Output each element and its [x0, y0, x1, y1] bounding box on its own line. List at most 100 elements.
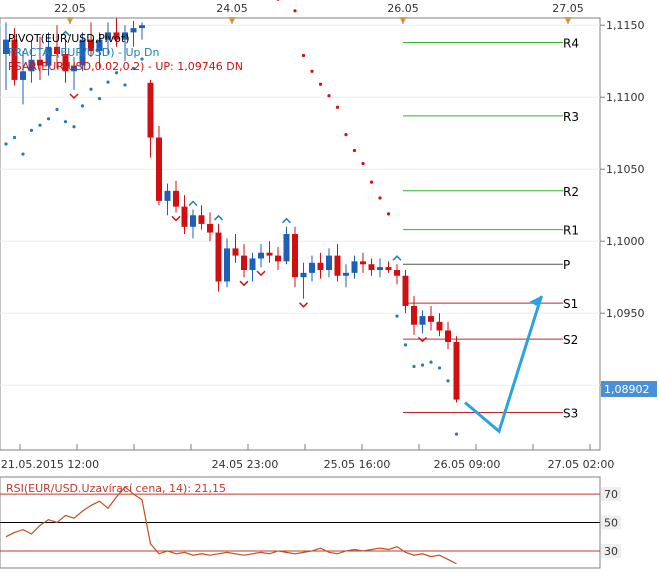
psar-dot	[412, 364, 416, 369]
candle-up	[96, 39, 103, 52]
y-tick-label: 1,1000	[606, 235, 645, 248]
psar-dot	[72, 125, 76, 129]
fractal-up-marker	[392, 255, 402, 261]
top-date-label: 26.05	[387, 2, 419, 15]
bottom-date-label: 25.05 16:00	[324, 458, 391, 471]
candle-down	[411, 306, 417, 325]
rsi-level-label: 30	[604, 545, 618, 558]
psar-dot	[46, 117, 51, 121]
pivot-label-r4: R4	[563, 36, 579, 50]
psar-dot	[276, 0, 280, 1]
bottom-date-label: 27.05 02:00	[548, 458, 615, 471]
psar-dot	[29, 128, 34, 132]
legend-fractal: FRACTAL(EUR/USD) - Up Dn	[8, 46, 159, 59]
fractal-up-marker	[188, 200, 198, 207]
y-tick-label: 1,1050	[606, 163, 645, 176]
candle-up	[377, 267, 383, 270]
psar-dot	[429, 360, 433, 364]
bottom-date-axis: 21.05.2015 12:00 24.05 23:00 25.05 16:00 26…	[1, 444, 614, 471]
rsi-level-badge	[601, 515, 621, 530]
pivot-label-s1: S1	[563, 297, 578, 311]
pivot-label-p: P	[563, 258, 570, 272]
candle-down	[360, 261, 366, 265]
psar-dot	[63, 120, 68, 124]
candle-up	[300, 272, 307, 278]
candle-up	[351, 261, 358, 273]
candle-up	[28, 59, 35, 72]
pivot-label-r2: R2	[563, 185, 579, 199]
candle-down	[334, 255, 341, 276]
candle-up	[190, 215, 196, 227]
candle-up	[249, 258, 256, 270]
price-plot-area	[0, 17, 601, 451]
fractal-dn-marker	[239, 280, 249, 287]
psar-dot	[395, 314, 399, 318]
candle-up	[224, 248, 230, 282]
candle-down	[275, 255, 281, 262]
candle-up	[309, 262, 315, 273]
current-price-badge	[601, 381, 657, 397]
candle-down	[241, 255, 247, 270]
psar-dot	[344, 133, 348, 137]
rsi-level-label: 70	[604, 488, 618, 501]
psar-dot	[386, 212, 391, 216]
psar-dot	[420, 363, 425, 367]
fractal-dn-marker	[256, 270, 266, 277]
candle-down	[436, 321, 443, 331]
candle-up	[283, 234, 290, 262]
candle-down	[266, 252, 273, 256]
rsi-level-label: 50	[604, 517, 618, 530]
psar-dot	[335, 105, 340, 109]
legend-pivot: PIVOT(EUR/USD,Pivot)	[8, 32, 130, 45]
psar-dot	[80, 104, 85, 108]
grid	[0, 24, 600, 386]
y-tick-label: 1,1100	[606, 91, 645, 104]
candle-up	[45, 46, 52, 66]
psar-dot	[446, 379, 450, 383]
pivot-label-s2: S2	[563, 333, 578, 347]
candle-down	[198, 215, 205, 224]
legend-psar: PSAR(EUR/USD,0.02,0.2) - UP: 1,09746 DN	[8, 60, 243, 73]
candle-down	[394, 270, 400, 276]
candle-up	[139, 25, 145, 29]
candle-down	[88, 39, 94, 52]
psar-dot	[378, 196, 382, 200]
candle-up	[130, 28, 137, 33]
psar-dot	[310, 69, 314, 73]
forecast-line	[464, 295, 543, 434]
candle-down	[147, 82, 154, 138]
psar-dot	[293, 9, 297, 13]
psar-dot	[21, 152, 25, 156]
candle-down	[428, 316, 434, 322]
rsi-level-badge	[601, 487, 621, 502]
candles	[3, 18, 460, 403]
psar-dot	[369, 180, 374, 184]
top-date-label: 27.05	[552, 2, 584, 15]
psar-dot	[38, 123, 42, 127]
rsi-title: RSI(EUR/USD.Uzavírací cena, 14): 21,15	[6, 482, 226, 495]
candle-down	[156, 137, 162, 201]
candle-down	[292, 234, 298, 278]
psar-dot	[352, 148, 357, 153]
psar-dot	[327, 94, 331, 98]
y-tick-label: 1,0950	[606, 307, 645, 320]
candle-down	[173, 190, 179, 207]
candle-up	[258, 252, 264, 259]
rsi-indicator: 70 50 30	[0, 486, 621, 565]
psar-dot	[4, 142, 8, 146]
psar-dot	[123, 83, 127, 87]
rsi-level-badge	[601, 543, 621, 558]
candle-down	[445, 330, 451, 342]
candle-up	[105, 32, 111, 40]
pivot-label-s3: S3	[563, 407, 578, 421]
candle-down	[113, 32, 120, 40]
forecast-arrowhead	[529, 295, 542, 306]
candle-up	[3, 39, 9, 54]
candle-up	[343, 272, 349, 276]
candle-down	[402, 275, 409, 306]
fractal-up-marker	[281, 217, 292, 224]
bottom-date-label: 26.05 09:00	[434, 458, 501, 471]
